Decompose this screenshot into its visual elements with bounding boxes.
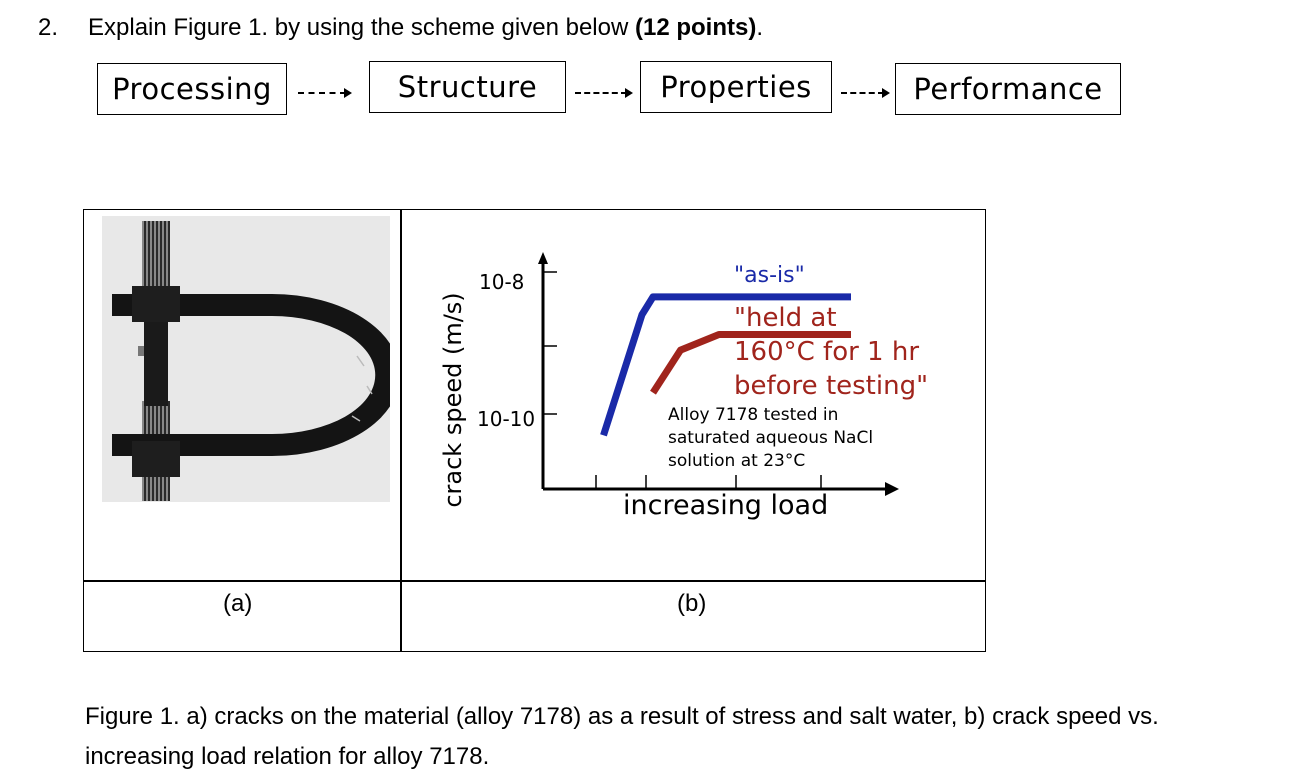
table-divider-horizontal [83, 580, 986, 582]
scheme-arrow-3 [841, 88, 890, 98]
figure-caption: Figure 1. a) cracks on the material (all… [85, 703, 1159, 770]
legend-as-is: "as-is" [734, 263, 805, 288]
question-number: 2. [38, 14, 59, 41]
crack-speed-chart: crack speed (m/s) 10-8 10-10 "as-is" "he… [439, 252, 928, 521]
legend-held-line1: "held at [734, 303, 837, 333]
chart-ylabel: crack speed (m/s) [439, 292, 467, 507]
x-axis-arrow [885, 482, 899, 496]
question-points: (12 points) [634, 14, 757, 41]
chart-xlabel: increasing load [623, 490, 828, 521]
y-tick-1e-8: 10-8 [479, 270, 524, 294]
figure-label-b: (b) [677, 590, 707, 617]
y-tick-1e-10: 10-10 [477, 407, 535, 431]
question-text: Explain Figure 1. by using the scheme gi… [88, 14, 763, 42]
table-divider-vertical [400, 209, 402, 652]
series-held-line [650, 330, 851, 395]
legend-held-line2: 160°C for 1 hr [734, 337, 919, 367]
scheme-arrow-1 [298, 88, 352, 98]
question-period: . [756, 14, 763, 41]
question-prompt: Explain Figure 1. by using the scheme gi… [88, 14, 629, 41]
note-line3: solution at 23°C [668, 451, 805, 471]
legend-held-line3: before testing" [734, 371, 928, 401]
note-line1: Alloy 7178 tested in [668, 405, 838, 425]
scheme-arrow-2 [575, 88, 633, 98]
figure-label-a: (a) [223, 590, 253, 617]
scheme-step-processing: Processing [97, 63, 287, 115]
figure-table [83, 209, 986, 652]
scheme-step-performance: Performance [895, 63, 1121, 115]
note-line2: saturated aqueous NaCl [668, 428, 873, 448]
y-axis-arrow [538, 252, 548, 264]
u-bolt-specimen-photo [102, 216, 390, 502]
series-as-is-line [600, 293, 851, 437]
scheme-step-structure: Structure [369, 61, 566, 113]
scheme-step-properties: Properties [640, 61, 832, 113]
